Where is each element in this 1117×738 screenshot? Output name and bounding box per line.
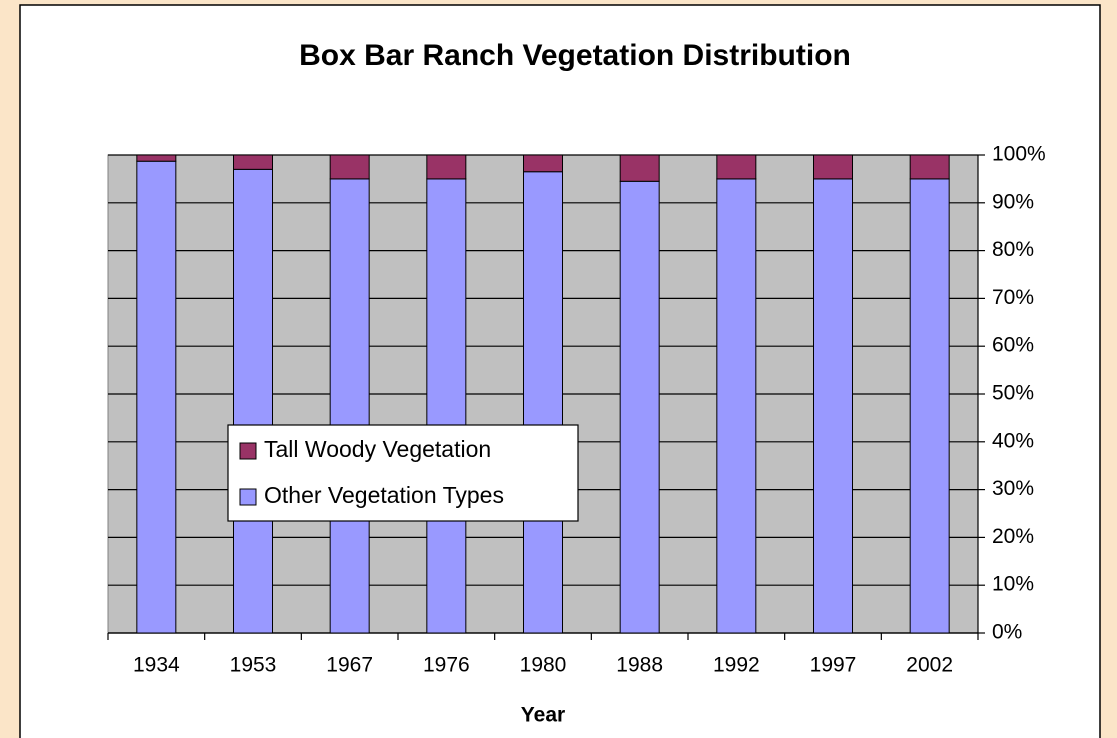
- bar-segment: [136, 154, 177, 162]
- y-tick-label: 80%: [992, 238, 1034, 261]
- x-tick-label: 1988: [616, 654, 663, 677]
- y-tick-label: 70%: [992, 286, 1034, 309]
- y-tick-label: 50%: [992, 382, 1034, 405]
- x-axis-title: Year: [521, 704, 565, 727]
- x-tick-label: 1953: [230, 654, 277, 677]
- x-tick-label: 1980: [520, 654, 567, 677]
- x-tick-label: 2002: [906, 654, 953, 677]
- bar-segment: [619, 154, 660, 182]
- bar-segment: [329, 154, 370, 180]
- y-tick-label: 60%: [992, 334, 1034, 357]
- x-tick-label: 1992: [713, 654, 760, 677]
- legend-swatch: [239, 488, 257, 506]
- y-tick-label: 20%: [992, 525, 1034, 548]
- y-tick-label: 30%: [992, 477, 1034, 500]
- bar-segment: [909, 154, 950, 180]
- bar-segment: [426, 178, 467, 634]
- bar-segment: [136, 160, 177, 634]
- bar-segment: [329, 178, 370, 634]
- x-tick-label: 1934: [133, 654, 180, 677]
- bar-segment: [523, 154, 563, 173]
- y-tick-label: 10%: [992, 573, 1034, 596]
- y-tick-label: 90%: [992, 190, 1034, 213]
- x-tick-label: 1976: [423, 654, 470, 677]
- bar-segment: [233, 154, 273, 170]
- y-tick-label: 100%: [992, 143, 1046, 166]
- legend: [227, 424, 579, 522]
- bar-segment: [523, 171, 563, 634]
- legend-label: Tall Woody Vegetation: [264, 436, 491, 462]
- bar-segment: [426, 154, 467, 180]
- bar-segment: [909, 178, 950, 634]
- bar-segment: [813, 178, 853, 634]
- legend-label: Other Vegetation Types: [264, 482, 504, 508]
- bar-segment: [233, 168, 273, 634]
- bar-segment: [716, 178, 757, 634]
- bar-segment: [619, 180, 660, 634]
- y-tick-label: 40%: [992, 429, 1034, 452]
- chart-title: Box Bar Ranch Vegetation Distribution: [299, 39, 851, 72]
- bar-segment: [716, 154, 757, 180]
- y-tick-label: 0%: [992, 621, 1022, 644]
- x-tick-label: 1997: [810, 654, 857, 677]
- bar-segment: [813, 154, 853, 180]
- x-tick-label: 1967: [326, 654, 373, 677]
- legend-swatch: [239, 442, 257, 460]
